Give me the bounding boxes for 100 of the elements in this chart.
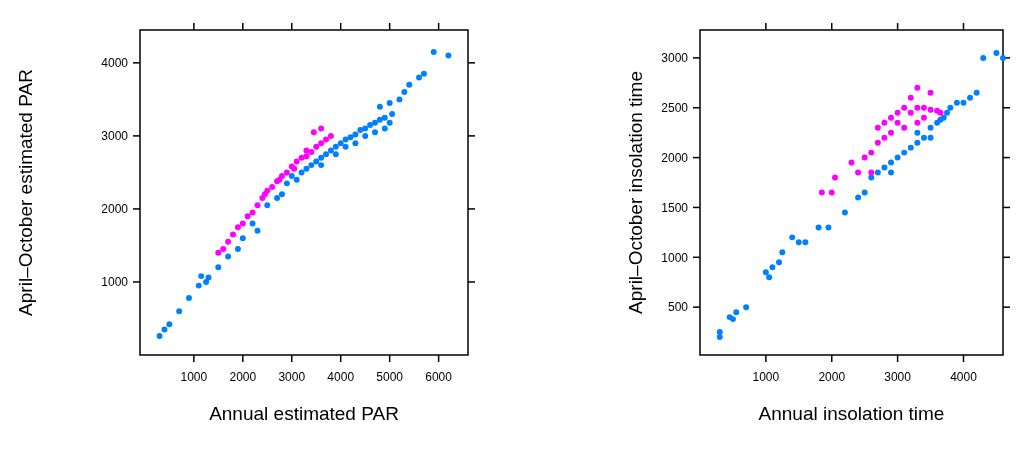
point <box>914 119 921 126</box>
point <box>244 213 251 220</box>
point <box>888 129 895 136</box>
point <box>907 94 914 101</box>
point <box>832 174 839 181</box>
x-tick-label: 5000 <box>376 370 404 384</box>
point <box>288 173 295 180</box>
y-tick-label: 3000 <box>661 51 689 66</box>
x-tick-label: 1000 <box>752 370 780 384</box>
y-tick-label: 1000 <box>101 275 129 290</box>
point <box>868 169 875 176</box>
point <box>298 169 305 176</box>
point <box>323 151 330 158</box>
point <box>795 239 802 246</box>
point <box>944 109 950 116</box>
point <box>396 96 403 103</box>
point <box>347 134 354 141</box>
point <box>323 136 330 143</box>
point <box>888 114 895 121</box>
point <box>293 176 300 183</box>
point <box>993 49 1000 56</box>
point <box>313 158 320 165</box>
point <box>249 220 256 227</box>
y-tick-label: 2500 <box>661 100 689 115</box>
point <box>927 106 934 113</box>
point <box>733 309 740 316</box>
point <box>367 121 374 128</box>
point <box>269 184 276 190</box>
point <box>406 81 413 88</box>
point <box>914 84 921 91</box>
point <box>927 134 934 141</box>
y-axis-title: April–October insolation time <box>625 71 646 314</box>
point <box>920 134 927 141</box>
point <box>907 144 914 151</box>
point <box>888 159 895 166</box>
point <box>789 234 796 241</box>
point <box>401 89 408 96</box>
point <box>980 54 987 61</box>
point <box>254 202 261 209</box>
point <box>420 70 427 77</box>
point <box>342 136 349 143</box>
point <box>802 239 809 246</box>
y-tick-label: 500 <box>667 300 689 315</box>
point <box>881 134 888 141</box>
point <box>318 125 325 132</box>
point <box>308 148 315 155</box>
point <box>927 124 934 131</box>
point <box>310 129 317 136</box>
point <box>445 52 452 59</box>
point <box>779 249 786 256</box>
point <box>381 125 388 132</box>
point <box>914 104 921 111</box>
point <box>818 189 825 196</box>
point <box>198 273 205 280</box>
point <box>861 154 868 161</box>
point <box>776 259 783 266</box>
point <box>220 246 227 253</box>
point <box>225 253 232 260</box>
point <box>874 124 881 131</box>
point <box>848 159 855 166</box>
point <box>156 333 163 339</box>
point <box>901 149 908 156</box>
point <box>195 282 202 289</box>
point <box>841 209 848 216</box>
point <box>352 140 359 147</box>
point <box>318 154 325 161</box>
point <box>389 111 396 117</box>
point <box>386 100 393 107</box>
point <box>239 220 246 227</box>
point <box>327 147 334 154</box>
point <box>376 116 383 123</box>
point <box>914 139 921 146</box>
point <box>881 164 888 171</box>
x-tick-label: 2000 <box>818 370 846 384</box>
point <box>769 264 776 271</box>
point <box>166 321 173 328</box>
x-tick-label: 6000 <box>425 370 453 384</box>
point <box>743 304 750 311</box>
point <box>815 224 822 231</box>
point <box>967 94 974 101</box>
point <box>313 143 320 150</box>
point <box>874 139 881 146</box>
y-tick-label: 1500 <box>661 200 689 215</box>
point <box>215 264 222 271</box>
point <box>176 308 183 315</box>
point <box>894 119 901 126</box>
point <box>1000 54 1006 61</box>
point <box>332 151 339 158</box>
y-tick-label: 2000 <box>661 150 689 165</box>
x-axis-title: Annual estimated PAR <box>209 403 399 424</box>
y-tick-label: 2000 <box>101 202 129 217</box>
point <box>762 269 769 276</box>
point <box>332 143 339 150</box>
point <box>855 169 862 176</box>
point <box>203 278 210 285</box>
point <box>308 162 315 169</box>
point <box>357 127 364 134</box>
point <box>901 124 908 131</box>
point <box>215 249 222 256</box>
point <box>914 129 921 136</box>
